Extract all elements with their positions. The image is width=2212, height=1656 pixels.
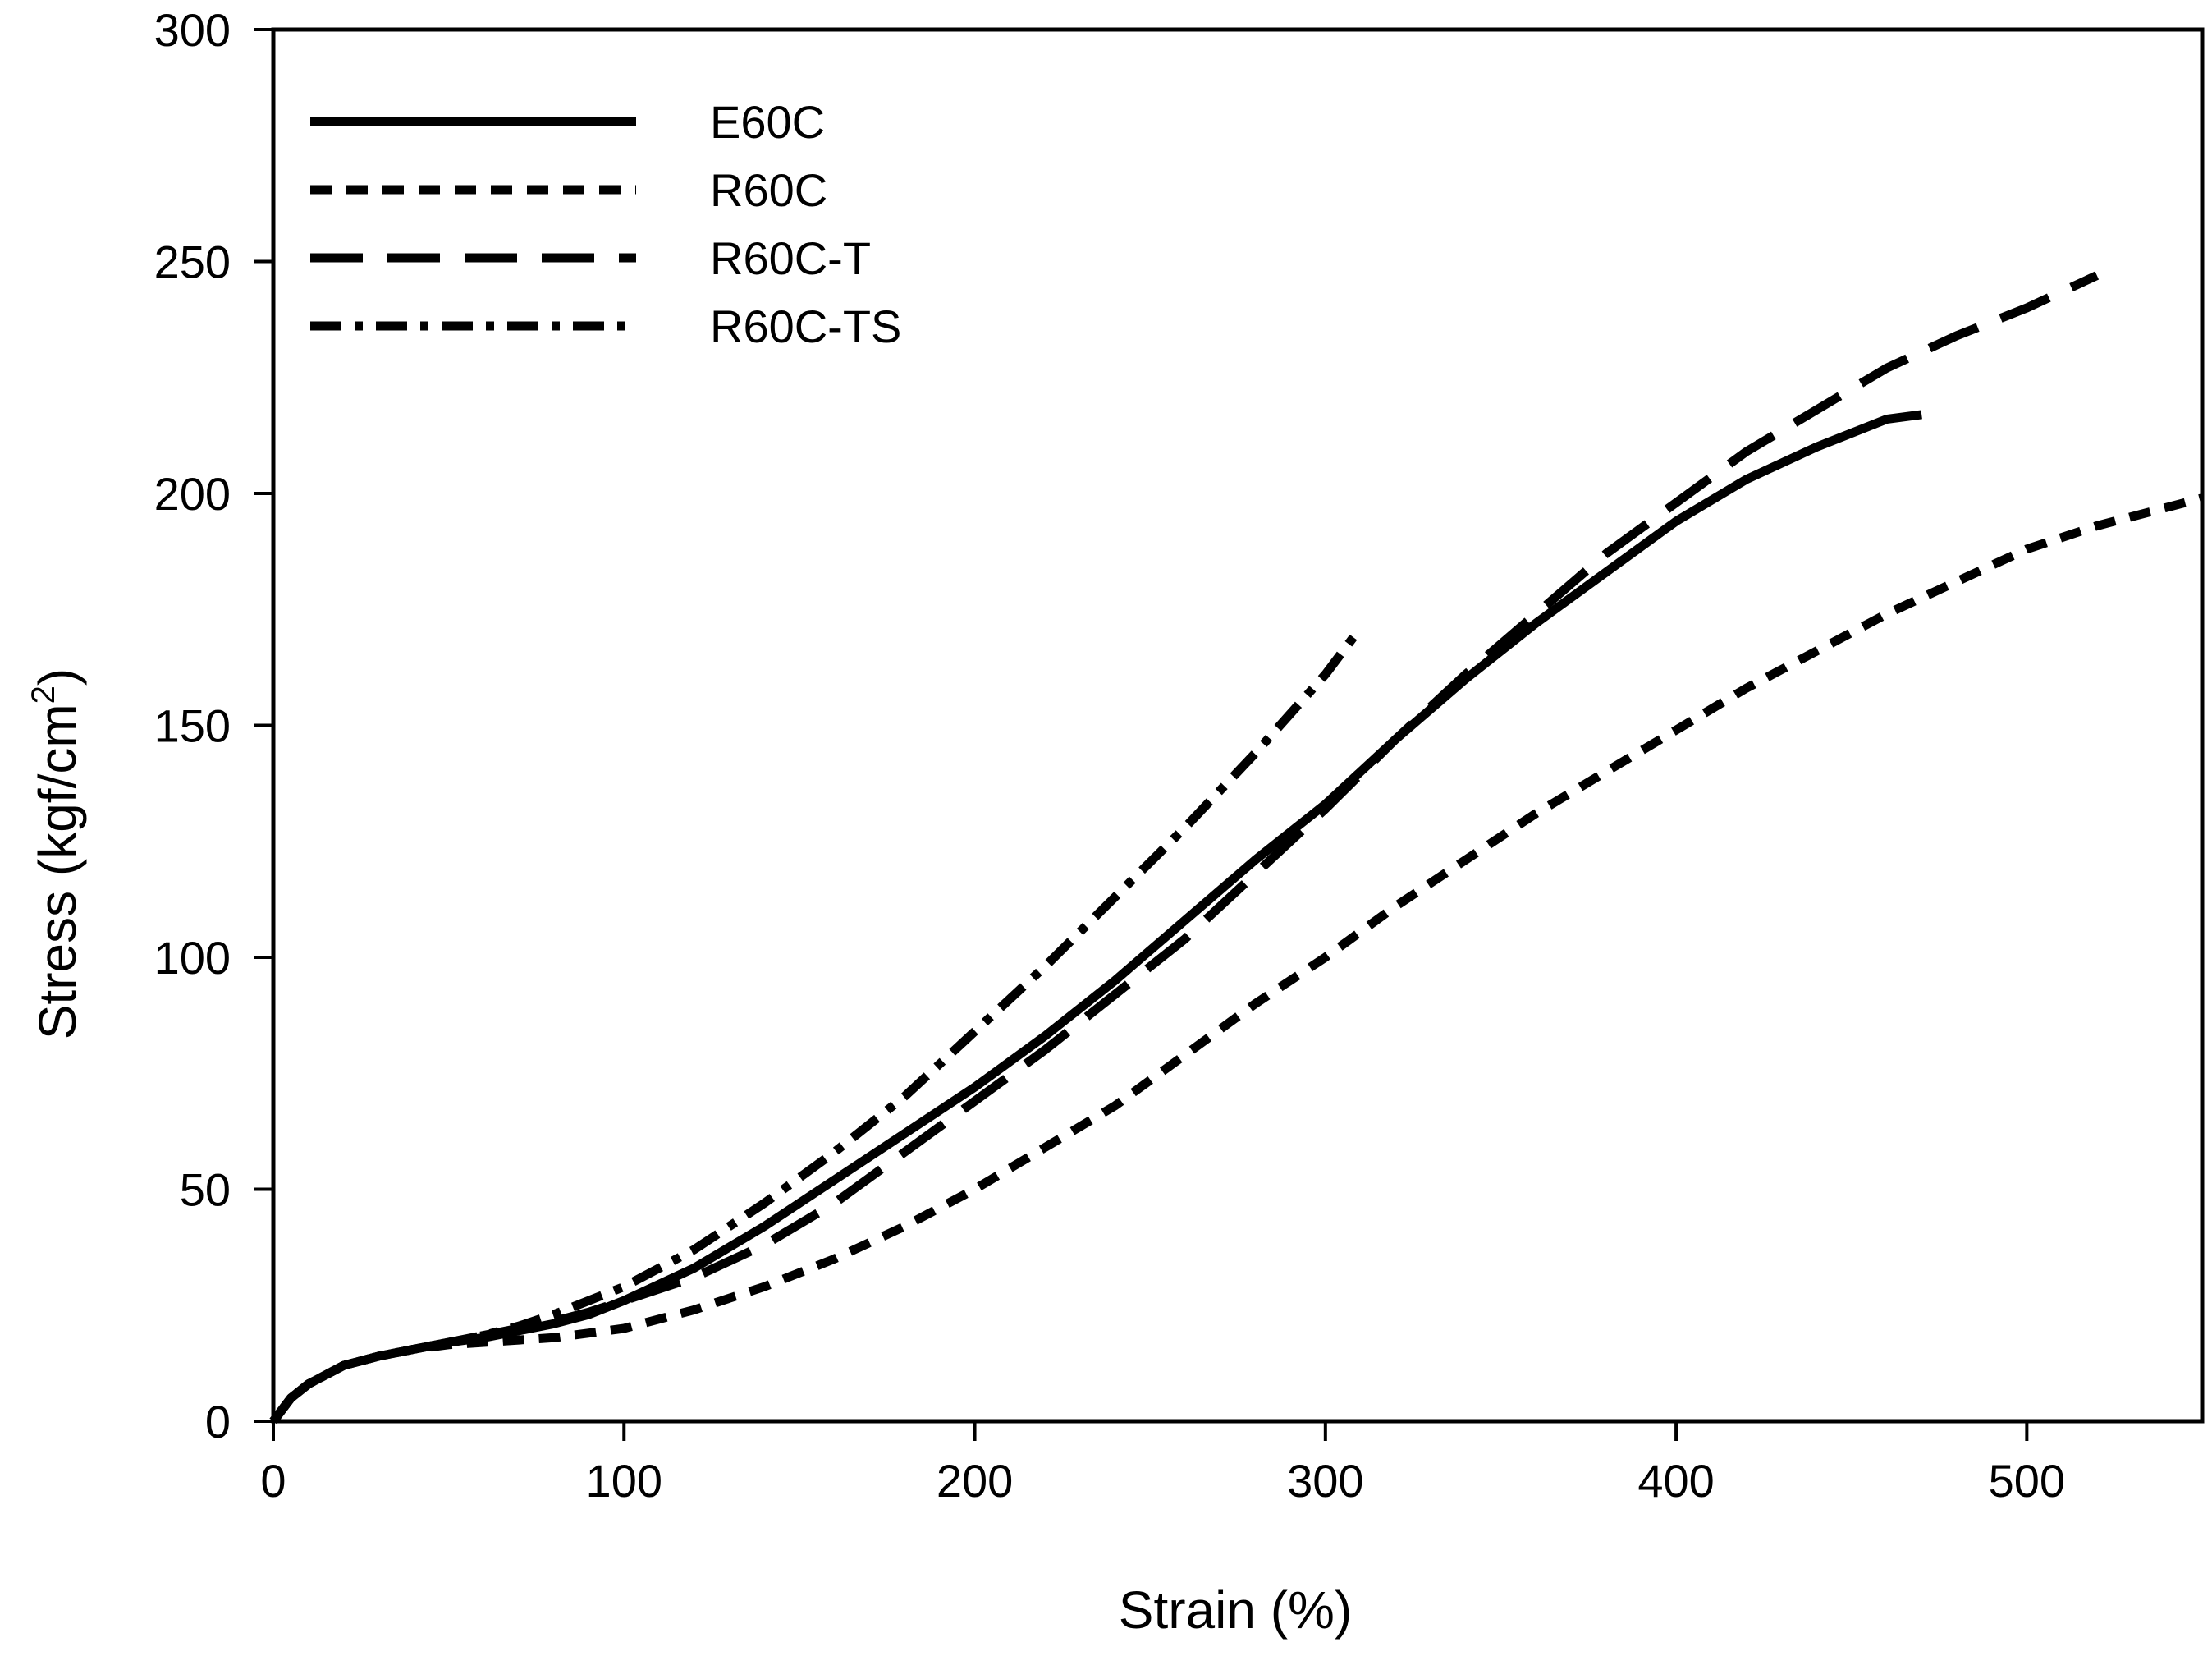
legend-label-r60c-ts: R60C-TS — [710, 300, 901, 352]
y-axis-title-close: ) — [28, 668, 87, 686]
legend-label-e60c: E60C — [710, 96, 825, 148]
y-tick-label: 150 — [154, 700, 231, 752]
y-tick-label: 250 — [154, 236, 231, 288]
y-axis-title: Stress (kgf/cm2) — [25, 668, 87, 1040]
axes: 0 100 200 300 400 500 0 50 100 150 200 250 300 — [154, 4, 2205, 1507]
x-axis-title: Strain (%) — [1119, 1580, 1353, 1640]
legend: E60C R60C R60C-T R60C-TS — [310, 96, 901, 352]
x-tick-label: 300 — [1287, 1455, 1363, 1507]
y-tick-label: 50 — [180, 1164, 231, 1216]
series-line-r60c-ts — [269, 625, 1364, 1424]
x-tick-label: 500 — [1989, 1455, 2065, 1507]
x-tick-label: 200 — [937, 1455, 1013, 1507]
series-group — [269, 271, 2204, 1424]
x-tick-label: 0 — [260, 1455, 286, 1507]
legend-label-r60c-t: R60C-T — [710, 232, 871, 284]
legend-label-r60c: R60C — [710, 164, 827, 216]
y-tick-label: 0 — [205, 1396, 231, 1447]
series-line-r60c-t — [269, 271, 2100, 1424]
x-tick-label: 400 — [1637, 1455, 1714, 1507]
y-axis-title-main: Stress (kgf/cm — [28, 704, 87, 1039]
y-tick-label: 200 — [154, 468, 231, 520]
y-tick-label: 100 — [154, 932, 231, 984]
y-tick-label: 300 — [154, 4, 231, 56]
x-tick-label: 100 — [586, 1455, 662, 1507]
y-axis-title-superscript: 2 — [25, 686, 62, 704]
